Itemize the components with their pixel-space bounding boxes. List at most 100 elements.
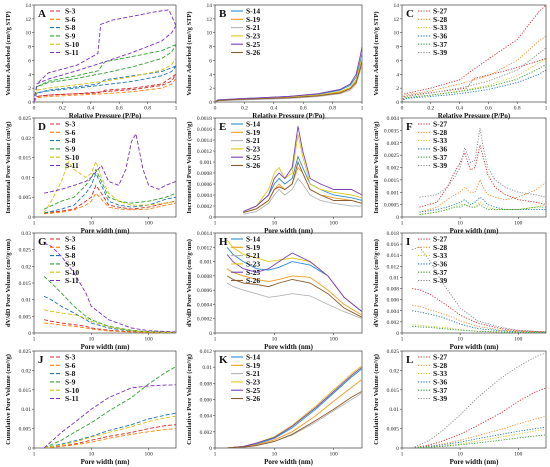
y-tick-label: 0.0006 (197, 288, 212, 294)
series-line-s-6 (34, 78, 176, 102)
y-tick-label: 0.01 (389, 407, 399, 413)
series-line-s-10 (34, 57, 176, 102)
legend-entry: S-23 (246, 260, 260, 269)
x-tick-label: 1 (401, 452, 404, 458)
series-line-s-37 (402, 64, 546, 102)
series-line-s-14 (215, 53, 362, 102)
legend-entry: S-21 (246, 369, 260, 378)
series-line-s-6 (44, 192, 176, 215)
legend-entry: S-3 (65, 7, 76, 16)
y-tick-label: 0.015 (19, 388, 32, 394)
y-tick-label: 12 (394, 17, 400, 23)
legend-entry: S-28 (433, 15, 447, 24)
legend-entry: S-3 (65, 353, 76, 362)
y-tick-label: 0.001 (200, 260, 213, 266)
y-tick-label: 0.008 (200, 381, 213, 387)
y-tick-label: 0 (28, 215, 31, 221)
x-tick-label: 1 (175, 106, 178, 112)
y-tick-label: 2 (28, 86, 31, 92)
series-group (43, 242, 176, 333)
series-line-s-6 (44, 322, 176, 333)
y-tick-label: 4 (396, 72, 399, 78)
legend-entry: S-28 (433, 243, 447, 252)
panel-E: 1 10 100 0 0.0002 0.0004 0.0006 0.0008 0.001 0.00… (186, 116, 363, 235)
y-tick-label: 0.02 (389, 368, 399, 374)
legend-entry: S-28 (433, 361, 447, 370)
series-line-s-11 (43, 242, 176, 333)
x-tick-label: 10 (89, 221, 95, 227)
series-line-s-9 (36, 44, 176, 88)
legend-entry: S-33 (433, 369, 447, 378)
legend-entry: S-9 (65, 260, 76, 269)
y-tick-label: 0.005 (387, 427, 400, 433)
x-tick-label: 100 (330, 452, 339, 458)
x-tick-label: 0.4 (270, 106, 277, 112)
series-line-s-26 (227, 391, 362, 448)
x-tick-label: 10 (89, 337, 95, 343)
y-tick-label: 0.016 (387, 242, 400, 248)
y-tick-label: 0.01 (21, 407, 31, 413)
x-tick-label: 1 (401, 337, 404, 343)
legend-entry: S-3 (65, 120, 76, 129)
x-tick-label: 0 (33, 106, 36, 112)
x-tick-label: 10 (272, 337, 278, 343)
y-tick-label: 0.004 (387, 116, 400, 122)
series-group (243, 126, 362, 215)
series-line-s-9 (43, 275, 176, 333)
x-tick-label: 1 (401, 221, 404, 227)
legend-entry: S-8 (65, 23, 76, 32)
y-tick-label: 4 (209, 72, 212, 78)
x-tick-label: 0.6 (485, 106, 492, 112)
x-axis-label: Pore width (nm) (450, 227, 500, 235)
legend-entry: S-28 (433, 128, 447, 137)
legend-entry: S-26 (246, 276, 260, 285)
x-axis-label: Relative Pressure (P/Po) (252, 112, 325, 120)
legend-entry: S-8 (65, 369, 76, 378)
y-tick-label: 0.0012 (197, 245, 212, 251)
legend-entry: S-37 (433, 153, 447, 162)
legend-entry: S-10 (65, 268, 79, 277)
series-line-s-37 (412, 325, 546, 333)
legend-entry: S-19 (246, 15, 260, 24)
legend-entry: S-36 (433, 32, 447, 41)
y-tick-label: 14 (394, 3, 400, 9)
x-tick-label: 100 (145, 221, 154, 227)
series-line-s-10 (44, 415, 176, 448)
x-tick-label: 0.8 (329, 106, 336, 112)
x-tick-label: 100 (514, 221, 523, 227)
y-tick-label: 0.0005 (384, 203, 399, 209)
y-tick-label: 0.008 (387, 287, 400, 293)
x-axis-label: Pore width (nm) (81, 458, 131, 466)
series-line-s-11 (43, 384, 176, 448)
series-line-s-3 (44, 424, 176, 448)
y-axis-label: dV/dD Pore Volume (cm³/g·nm) (373, 239, 380, 327)
x-axis-label: Pore width (nm) (264, 227, 314, 235)
y-tick-label: 8 (28, 45, 31, 51)
y-tick-label: 10 (26, 31, 32, 37)
y-axis-label: dV/dD Pore Volume (cm³/g·nm) (5, 239, 12, 327)
plot-frame (401, 4, 547, 103)
y-tick-label: 0.012 (200, 349, 213, 355)
legend-entry: S-14 (246, 353, 260, 362)
x-tick-label: 10 (457, 452, 463, 458)
y-axis-label: Incremental Pore Volume (cm³/g) (373, 121, 380, 213)
x-tick-label: 1 (361, 106, 364, 112)
y-tick-label: 0.014 (387, 253, 400, 259)
y-axis-label: Cumulative Pore Volume (cm³/g) (5, 354, 12, 445)
series-line-s-33 (412, 324, 546, 333)
y-tick-label: 0 (28, 100, 31, 106)
series-group (226, 239, 362, 320)
y-tick-label: 0.002 (387, 166, 400, 172)
series-line-s-19 (226, 268, 362, 316)
x-tick-label: 1 (214, 337, 217, 343)
y-tick-label: 0.0002 (197, 204, 212, 210)
series-line-s-33 (419, 201, 546, 215)
legend-entry: S-21 (246, 251, 260, 260)
legend-entry: S-21 (246, 23, 260, 32)
legend-entry: S-14 (246, 235, 260, 244)
y-tick-label: 0.0035 (384, 128, 399, 134)
x-axis-label: Pore width (nm) (450, 458, 500, 466)
series-line-s-26 (226, 275, 362, 318)
